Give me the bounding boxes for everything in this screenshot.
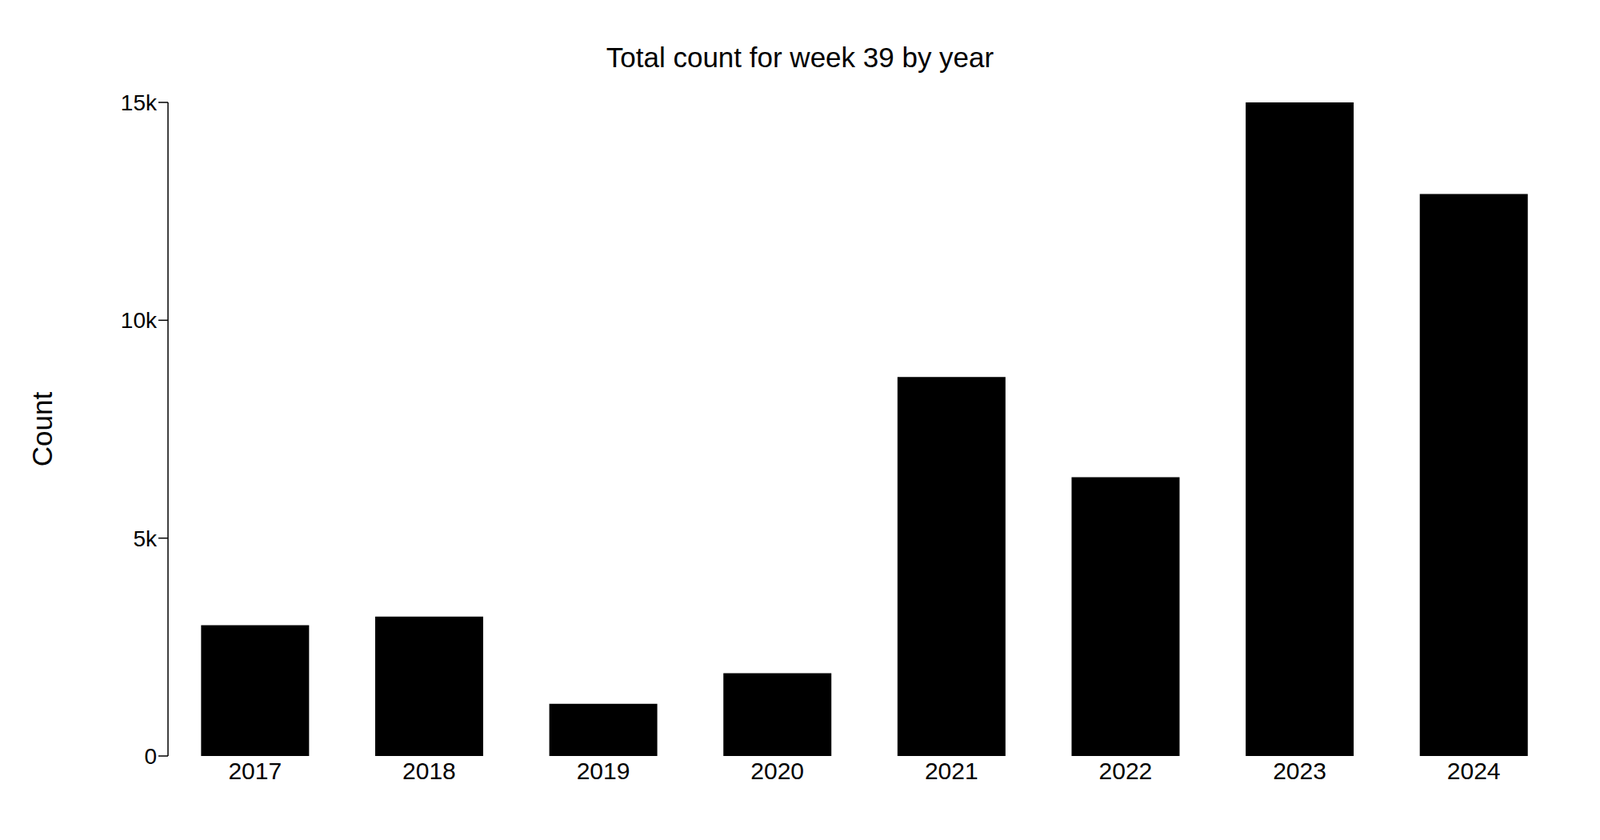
svg-text:5k: 5k	[132, 526, 158, 552]
svg-text:2021: 2021	[924, 757, 979, 784]
svg-text:15k: 15k	[120, 90, 158, 116]
svg-text:2019: 2019	[576, 757, 631, 784]
svg-text:2020: 2020	[750, 757, 804, 784]
svg-text:Count: Count	[26, 392, 58, 468]
svg-text:2022: 2022	[1099, 757, 1153, 784]
html-text:Total count for week 39 by yea: Total count for week 39 by year	[606, 41, 994, 73]
svg-text:2023: 2023	[1272, 757, 1327, 784]
svg-text:2017: 2017	[228, 757, 282, 784]
svg-text:0: 0	[144, 744, 157, 769]
svg-text:2024: 2024	[1447, 757, 1501, 784]
svg-text:2018: 2018	[402, 757, 456, 784]
svg-text:10k: 10k	[120, 308, 158, 333]
